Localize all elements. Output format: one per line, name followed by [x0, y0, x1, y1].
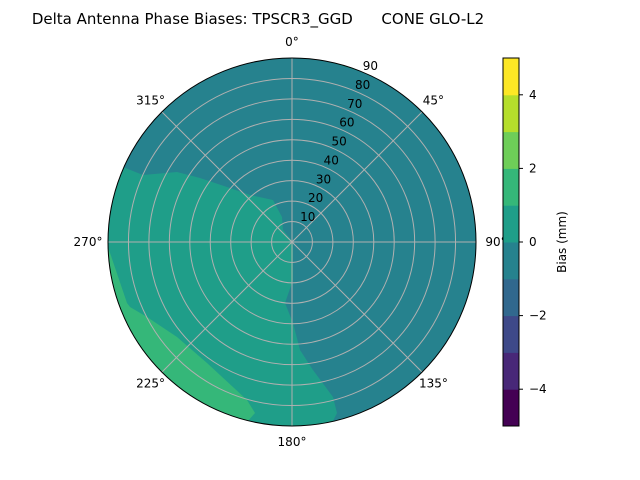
angle-tick-label: 270°: [74, 235, 103, 249]
colorbar-tick-label: 4: [529, 88, 537, 102]
angle-tick-labels: 0° 45° 90° 135° 180° 225° 270° 315°: [74, 35, 507, 449]
radial-tick-label: 50: [331, 135, 346, 149]
radial-tick-label: 40: [324, 153, 339, 167]
colorbar-tick-label: 2: [529, 161, 537, 175]
angle-tick-label: 0°: [285, 35, 299, 49]
chart-title: Delta Antenna Phase Biases: TPSCR3_GGD C…: [32, 10, 484, 29]
colorbar-label: Bias (mm): [555, 211, 569, 273]
angle-tick-label: 180°: [278, 435, 307, 449]
radial-tick-label: 20: [308, 191, 323, 205]
colorbar-tick-label: −2: [529, 309, 547, 323]
angle-tick-label: 225°: [136, 376, 165, 390]
angle-gridline: [291, 241, 423, 373]
contour-field: [108, 58, 476, 426]
radial-tick-label: 90: [363, 59, 378, 73]
polar-grid: [108, 58, 476, 426]
radial-tick-label: 30: [316, 172, 331, 186]
radial-tick-labels: 10 20 30 40 50 60 70 80 90: [300, 59, 378, 224]
colorbar-band: [503, 168, 519, 206]
colorbar-band: [503, 131, 519, 169]
angle-gridline: [161, 111, 293, 243]
angle-tick-label: 45°: [423, 94, 444, 108]
angle-gridline: [291, 111, 423, 243]
angle-tick-label: 135°: [419, 376, 448, 390]
angle-tick-label: 315°: [136, 94, 165, 108]
radial-tick-label: 70: [347, 97, 362, 111]
colorbar: −4 −2 0 2 4: [502, 57, 547, 427]
colorbar-band: [503, 315, 519, 353]
colorbar-band: [503, 94, 519, 133]
angle-tick-label: 90°: [485, 235, 506, 249]
colorbar-tick-label: −4: [529, 382, 547, 396]
colorbar-band: [503, 352, 519, 390]
radial-tick-label: 10: [300, 210, 315, 224]
colorbar-band: [503, 205, 519, 243]
colorbar-band: [503, 58, 519, 96]
polar-frame: [107, 57, 477, 427]
colorbar-band: [503, 278, 519, 317]
colorbar-band: [503, 389, 519, 427]
colorbar-tick-label: 0: [529, 235, 537, 249]
radial-tick-label: 60: [339, 116, 354, 130]
radial-tick-label: 80: [355, 78, 370, 92]
colorbar-band: [503, 242, 519, 280]
angle-gridline: [161, 241, 293, 373]
